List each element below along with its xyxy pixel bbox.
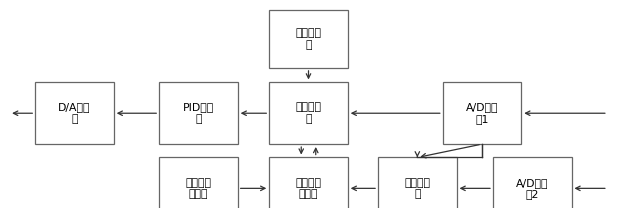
Text: D/A转换
器: D/A转换 器 [58, 102, 91, 124]
Text: 信号合成
器: 信号合成 器 [296, 102, 321, 124]
Bar [269, 158, 348, 210]
Bar [35, 82, 114, 144]
Text: 理想信号
发生器: 理想信号 发生器 [186, 177, 212, 199]
Text: 零位调节
器: 零位调节 器 [296, 28, 321, 50]
Text: 加权控制
器: 加权控制 器 [404, 177, 430, 199]
Bar [269, 10, 348, 68]
Text: 驱动信号
生成器: 驱动信号 生成器 [296, 177, 321, 199]
Bar [159, 158, 238, 210]
Bar [443, 82, 521, 144]
Text: PID控制
器: PID控制 器 [183, 102, 214, 124]
Text: A/D转换
器2: A/D转换 器2 [516, 177, 549, 199]
Bar [159, 82, 238, 144]
Bar [378, 158, 457, 210]
Bar [493, 158, 571, 210]
Text: A/D转换
器1: A/D转换 器1 [466, 102, 499, 124]
Bar [269, 82, 348, 144]
